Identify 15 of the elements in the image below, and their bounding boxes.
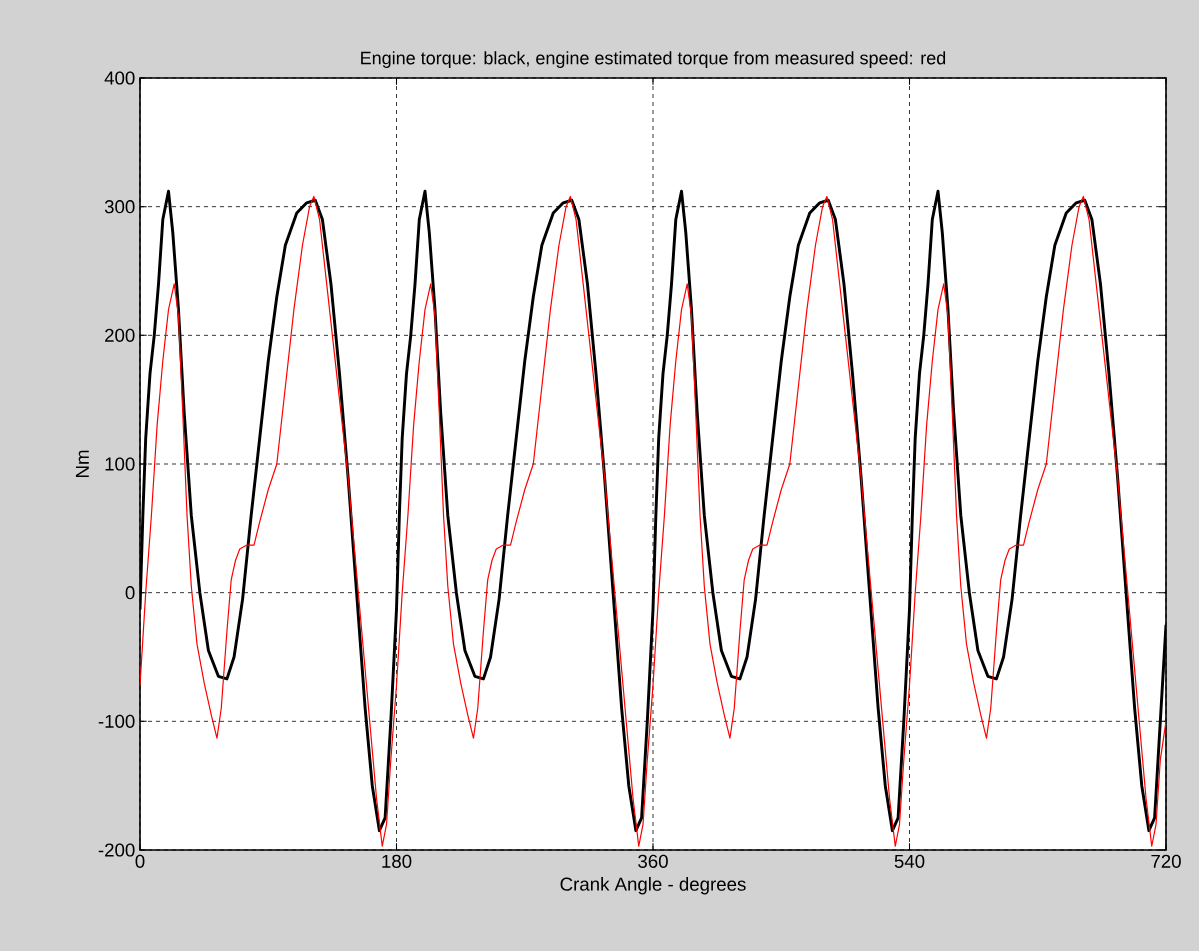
y-tick-label: 400	[104, 71, 135, 85]
y-tick-label: 300	[104, 200, 135, 214]
y-tick-label: -100	[98, 714, 135, 728]
y-tick-label: 100	[105, 457, 135, 471]
y-tick-label: 0	[125, 586, 135, 600]
x-axis-title: Crank Angle - degrees	[560, 877, 746, 895]
chart-title: Engine torque: black, engine estimated torque from measured speed: red	[361, 51, 946, 68]
x-tick-label: 0	[135, 854, 145, 868]
x-tick-label: 540	[894, 854, 925, 868]
x-tick-label: 360	[638, 854, 668, 868]
y-tick-label: 200	[105, 328, 135, 342]
x-tick-label: 720	[1151, 854, 1181, 868]
y-axis-title: Nm	[75, 450, 89, 477]
x-tick-label: 180	[382, 854, 412, 868]
y-tick-label: -200	[98, 843, 135, 857]
